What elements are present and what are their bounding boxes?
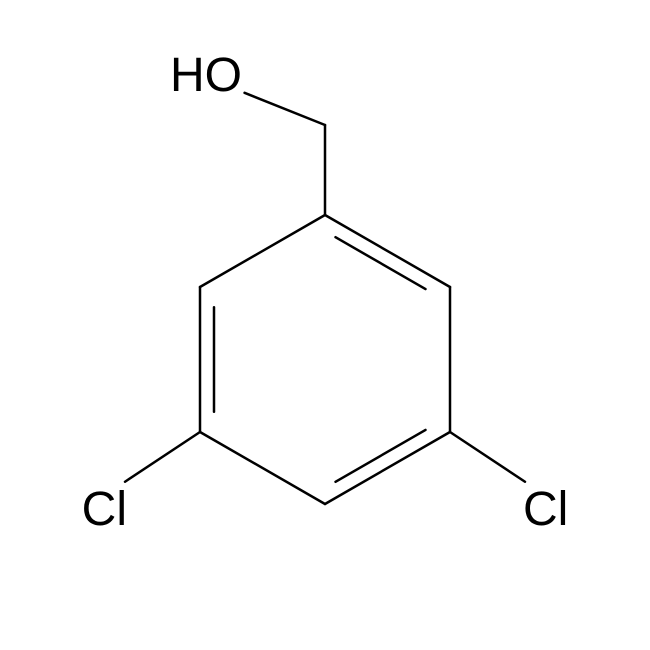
atom-label-cl3: Cl [523,483,568,536]
bond [325,432,450,504]
atom-label-oh: HO [170,49,242,102]
bond [200,432,325,504]
bond [336,430,426,482]
bond [325,215,450,287]
bond [200,215,325,287]
bond [125,432,200,482]
bond [336,237,426,289]
bonds-layer [125,93,525,504]
bond [450,432,525,482]
atom-label-cl5: Cl [82,483,127,536]
bond [245,93,325,125]
molecule-diagram: HO Cl Cl [0,0,650,650]
